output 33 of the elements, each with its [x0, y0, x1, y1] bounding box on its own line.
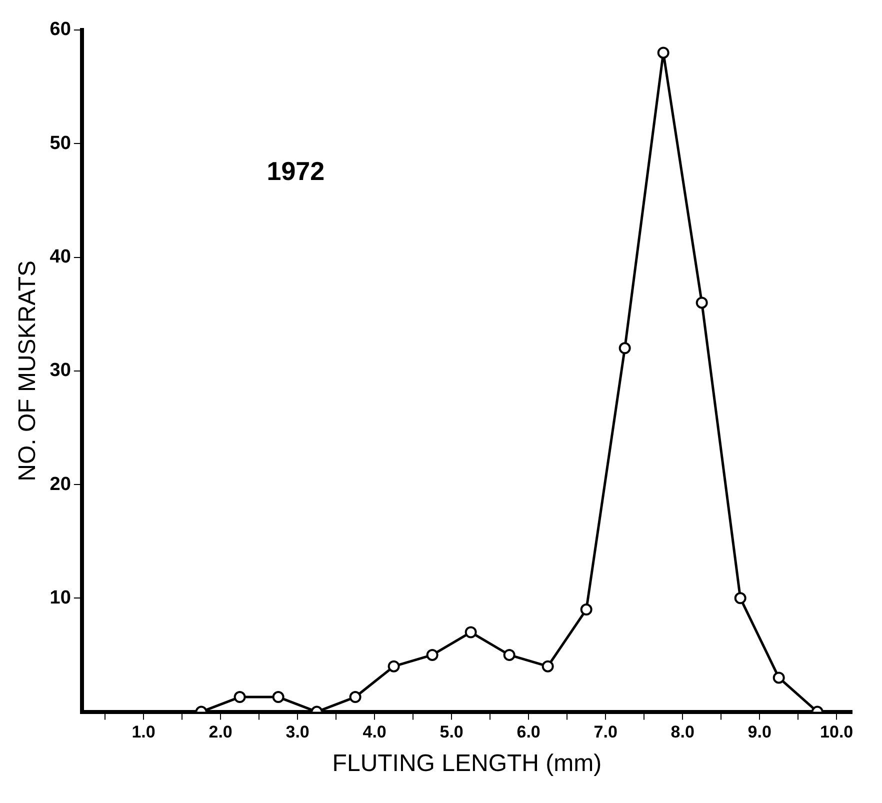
- y-axis-title: NO. OF MUSKRATS: [14, 260, 42, 482]
- y-tick-label: 20: [50, 474, 71, 495]
- point: [503, 648, 516, 661]
- y-tick-label: 40: [50, 246, 71, 268]
- x-tick-label: 3.0: [286, 722, 310, 742]
- y-tick-label: 30: [50, 360, 71, 382]
- y-tick-label: 10: [50, 587, 71, 608]
- x-tick-label: 7.0: [594, 722, 618, 742]
- x-tick-label: 8.0: [670, 722, 694, 742]
- point: [696, 296, 708, 309]
- x-tick-label: 10.0: [820, 722, 854, 742]
- point: [618, 342, 631, 354]
- x-axis-title: FLUTING LENGTH (mm): [332, 750, 602, 778]
- point: [657, 46, 670, 59]
- x-tick-label: 9.0: [748, 722, 772, 742]
- point: [542, 660, 554, 672]
- point: [464, 626, 477, 638]
- point: [349, 691, 362, 704]
- point: [388, 660, 400, 672]
- point: [580, 604, 592, 616]
- y-tick-label: 50: [50, 132, 71, 154]
- x-tick-label: 2.0: [208, 722, 232, 742]
- x-tick-label: 1.0: [132, 722, 156, 742]
- point: [234, 691, 246, 704]
- point: [734, 592, 746, 604]
- point: [772, 672, 785, 684]
- point: [272, 691, 284, 704]
- point: [426, 648, 438, 661]
- y-tick-label: 60: [50, 19, 71, 40]
- x-tick-label: 6.0: [516, 722, 540, 742]
- annotation: 1972: [266, 156, 325, 186]
- x-tick-label: 4.0: [362, 722, 386, 742]
- x-tick-label: 5.0: [440, 722, 464, 742]
